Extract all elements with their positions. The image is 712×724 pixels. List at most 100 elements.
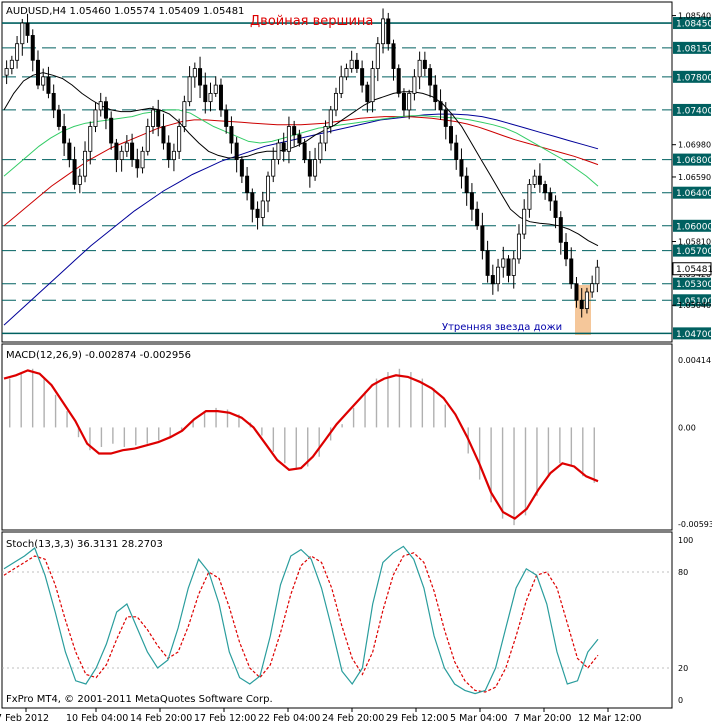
candle-body (30, 35, 35, 61)
candle-body (213, 84, 218, 94)
candle-body (339, 76, 344, 94)
candle-body (501, 258, 506, 268)
candle-body (62, 126, 67, 144)
current-price-tag (672, 262, 712, 276)
candle-body (88, 126, 93, 152)
level-label: 1.08450 (676, 20, 712, 30)
macd-scale-label: 0.00 (678, 423, 696, 432)
candle-body (459, 159, 464, 177)
time-label: 7 Feb 2012 (0, 713, 49, 724)
candle-body (192, 68, 197, 78)
candle-body (161, 126, 166, 144)
candle-body (354, 59, 359, 69)
candle-body (239, 159, 244, 177)
candle-body (297, 134, 302, 144)
candle-body (391, 43, 396, 69)
candle-body (20, 22, 25, 45)
level-tag (673, 41, 711, 54)
candle-body (313, 159, 318, 177)
time-label: 22 Feb 04:00 (258, 713, 320, 724)
stochastic-series (2, 545, 672, 695)
time-label: 7 Mar 20:00 (514, 713, 571, 724)
time-label: 5 Mar 04:00 (450, 713, 507, 724)
stoch-panel-frame (1, 531, 673, 709)
candle-body (171, 150, 176, 160)
candle-body (480, 225, 485, 252)
candle-body (83, 150, 88, 177)
candle-body (590, 283, 595, 293)
candle-body (46, 76, 51, 94)
candle-body (135, 159, 140, 169)
price-scale-label: 1.05810 (678, 238, 711, 247)
copyright-text: FxPro MT4, © 2001-2011 MetaQuotes Softwa… (6, 694, 273, 705)
candle-body (548, 192, 553, 202)
candle-body (370, 68, 375, 103)
candle-body (286, 126, 291, 152)
price-scale-label: 1.05040 (678, 301, 711, 310)
ma-green-line (3, 109, 599, 187)
time-label: 12 Mar 12:00 (578, 713, 641, 724)
candle-body (114, 142, 119, 160)
candle-body (187, 76, 192, 103)
level-label: 1.07800 (676, 73, 712, 83)
candle-body (281, 142, 286, 152)
symbol-header: AUDUSD,H4 1.05460 1.05574 1.05409 1.0548… (6, 6, 244, 17)
candle-body (328, 109, 333, 127)
candle-body (234, 142, 239, 160)
candle-body (93, 109, 98, 127)
candle-body (433, 84, 438, 103)
candle-body (302, 142, 307, 160)
candle-body (360, 68, 365, 86)
level-label: 1.05300 (676, 280, 712, 290)
candle-body (208, 92, 213, 103)
candle-body (469, 192, 474, 210)
level-tag (673, 294, 711, 307)
time-label: 10 Feb 04:00 (66, 713, 128, 724)
candle-body (124, 142, 129, 152)
candle-body (109, 117, 114, 144)
level-tag (673, 219, 711, 232)
candle-body (177, 126, 182, 152)
candle-body (250, 192, 255, 210)
candle-body (229, 126, 234, 144)
candle-body (72, 159, 77, 185)
scale-labels: 1.08450 1.08150 1.07800 1.07400 1.06800 1.064… (672, 12, 712, 705)
candle-body (428, 68, 433, 86)
level-label: 1.06400 (676, 189, 712, 199)
level-label: 1.06000 (676, 222, 712, 232)
price-candles (4, 8, 600, 318)
candle-body (318, 142, 323, 160)
candle-body (56, 109, 61, 127)
candle-body (25, 22, 30, 36)
candle-body (150, 109, 155, 127)
stoch-scale-label: 100 (678, 536, 693, 545)
price-panel-frame (1, 1, 673, 343)
candle-body (41, 76, 46, 86)
candle-body (98, 101, 103, 111)
level-tag (673, 244, 711, 257)
candle-body (224, 109, 229, 127)
candle-body (475, 208, 480, 227)
stoch-scale-label: 0 (678, 696, 683, 705)
pattern-bottom-label: Утренняя звезда дожи (442, 322, 562, 333)
macd-scale-label: -0.00593 (678, 520, 712, 529)
candle-body (323, 126, 328, 144)
support-resistance-levels (2, 17, 711, 340)
candle-body (543, 184, 548, 194)
level-tag (673, 327, 711, 340)
candle-body (532, 175, 537, 185)
candle-body (454, 142, 459, 160)
level-label: 1.05100 (676, 297, 712, 307)
candle-body (130, 142, 135, 160)
stoch-title: Stoch(13,3,3) 36.3131 28.2703 (6, 539, 163, 550)
candle-body (438, 101, 443, 111)
candle-body (564, 241, 569, 260)
candle-body (417, 59, 422, 78)
candle-body (4, 68, 9, 76)
candle-body (527, 184, 532, 210)
candle-body (266, 175, 271, 202)
candle-body (119, 150, 124, 160)
time-axis: 7 Feb 2012 10 Feb 04:00 14 Feb 20:00 17 Feb… (0, 708, 641, 724)
candle-body (67, 142, 72, 160)
